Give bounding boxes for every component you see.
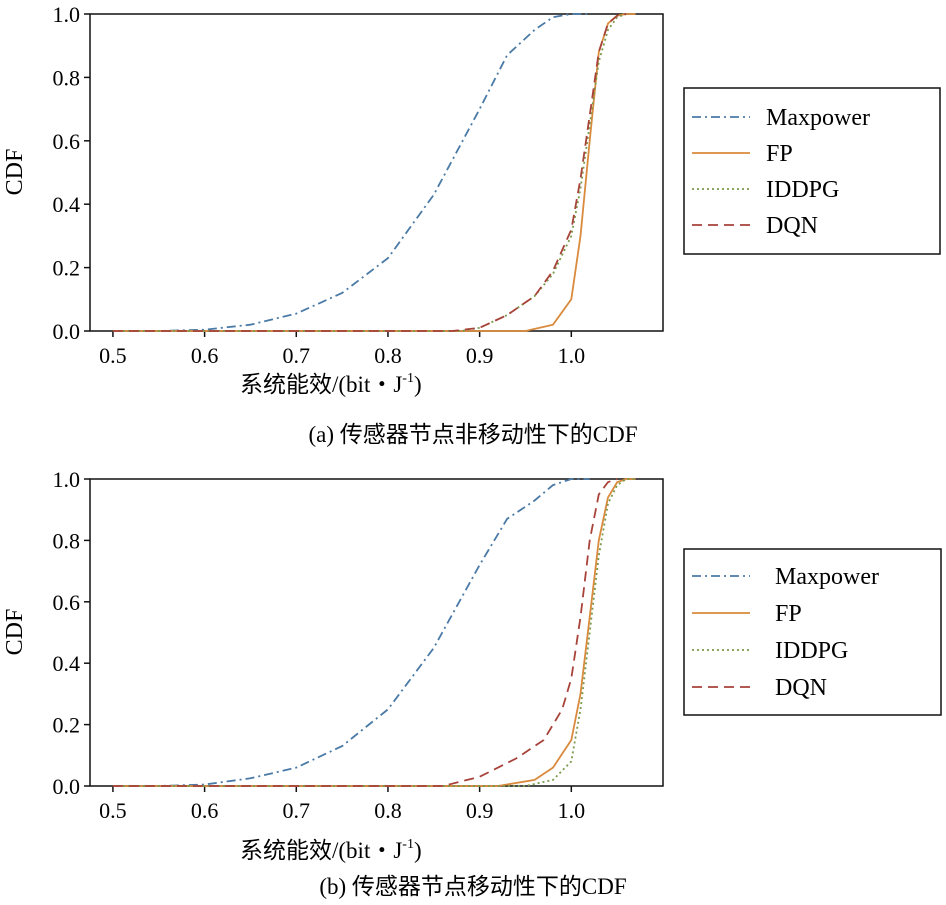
x-axis-label-tail: ) (414, 838, 422, 863)
y-tick-label: 0.4 (53, 192, 81, 217)
series-line-dqn (112, 478, 618, 787)
y-tick-label: 0.2 (53, 256, 81, 281)
series-line-iddpg (112, 478, 636, 787)
chart-b: 0.0 0.2 0.4 0.6 0.8 1.0 0.5 0.6 0.7 0.8 0.9 1.0 CDF 系… (2, 467, 942, 899)
chart-a: 0.0 0.2 0.4 0.6 0.8 1.0 0.5 0.6 0.7 0.8 0.9 1.0 CDF 系… (2, 2, 941, 447)
legend-label-fp: FP (766, 141, 793, 167)
y-tick-label: 0.0 (53, 319, 81, 344)
series-line-fp (112, 13, 636, 332)
legend-label-dqn: DQN (775, 675, 827, 701)
legend-label-iddpg: IDDPG (775, 638, 848, 664)
x-axis-label: 系统能效/(bit・J-1) (240, 371, 422, 397)
x-tick-label: 0.9 (466, 798, 494, 823)
legend-label-maxpower: Maxpower (766, 105, 870, 131)
legend-label-fp: FP (775, 601, 802, 627)
legend-label-maxpower: Maxpower (775, 564, 879, 590)
y-tick-label: 0.0 (53, 774, 81, 799)
y-tick-label: 0.4 (53, 651, 81, 676)
x-tick-label: 0.5 (99, 798, 127, 823)
y-tick-label: 1.0 (53, 467, 81, 492)
plot-frame (89, 478, 664, 787)
x-tick-label: 0.8 (374, 798, 402, 823)
legend-box (683, 87, 941, 255)
plot-frame (89, 13, 664, 332)
x-tick-label: 1.0 (558, 798, 586, 823)
x-axis-label-main: 系统能效/(bit・J (240, 838, 402, 863)
legend: Maxpower FP IDDPG DQN (683, 548, 942, 716)
x-tick-label: 0.8 (374, 343, 402, 368)
x-tick-label: 0.6 (191, 798, 219, 823)
x-tick-label: 0.9 (466, 343, 494, 368)
x-tick-label: 0.5 (99, 343, 127, 368)
y-tick-label: 0.2 (53, 713, 81, 738)
y-axis-label: CDF (2, 609, 28, 656)
x-tick-label: 1.0 (558, 343, 586, 368)
chart-caption: (a) 传感器节点非移动性下的CDF (308, 422, 637, 447)
y-tick-label: 0.8 (53, 528, 81, 553)
x-axis-label-sup: -1 (402, 837, 414, 852)
legend-label-iddpg: IDDPG (766, 177, 839, 203)
legend: Maxpower FP IDDPG DQN (683, 87, 941, 255)
series-line-fp (112, 478, 636, 787)
series-line-maxpower (112, 478, 590, 787)
legend-label-dqn: DQN (766, 213, 818, 239)
y-tick-label: 1.0 (53, 2, 81, 27)
x-tick-label: 0.6 (191, 343, 219, 368)
x-tick-label: 0.7 (283, 798, 311, 823)
series-line-maxpower (112, 13, 590, 332)
y-tick-label: 0.6 (53, 590, 81, 615)
y-axis-label: CDF (2, 149, 28, 196)
y-tick-label: 0.6 (53, 129, 81, 154)
y-tick-label: 0.8 (53, 65, 81, 90)
x-tick-label: 0.7 (283, 343, 311, 368)
series-line-iddpg (112, 13, 627, 332)
series-line-dqn (112, 13, 627, 332)
chart-caption: (b) 传感器节点移动性下的CDF (319, 874, 626, 899)
x-axis-label-sup: -1 (402, 371, 414, 386)
x-axis-label-main: 系统能效/(bit・J (240, 372, 402, 397)
x-axis-label-tail: ) (414, 372, 422, 397)
x-axis-label: 系统能效/(bit・J-1) (240, 837, 422, 863)
